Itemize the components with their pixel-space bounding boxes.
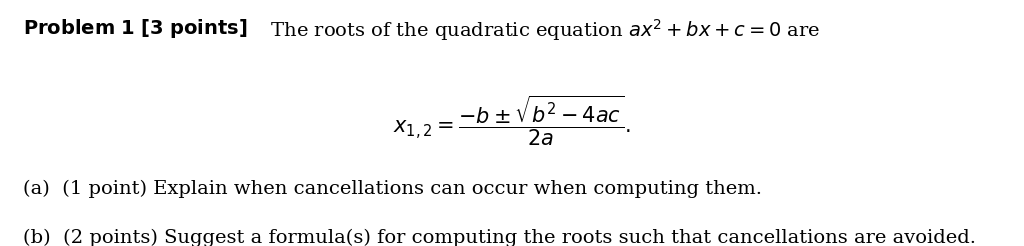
Text: (a)  (1 point) Explain when cancellations can occur when computing them.: (a) (1 point) Explain when cancellations… — [23, 180, 762, 198]
Text: The roots of the quadratic equation $ax^2 + bx + c = 0$ are: The roots of the quadratic equation $ax^… — [252, 17, 820, 43]
Text: (b)  (2 points) Suggest a formula(s) for computing the roots such that cancellat: (b) (2 points) Suggest a formula(s) for … — [23, 229, 976, 246]
Text: $\mathbf{Problem\ 1\ [3\ points]}$: $\mathbf{Problem\ 1\ [3\ points]}$ — [23, 17, 247, 40]
Text: $x_{1,2} = \dfrac{-b \pm \sqrt{b^2 - 4ac}}{2a}.$: $x_{1,2} = \dfrac{-b \pm \sqrt{b^2 - 4ac… — [393, 93, 631, 148]
